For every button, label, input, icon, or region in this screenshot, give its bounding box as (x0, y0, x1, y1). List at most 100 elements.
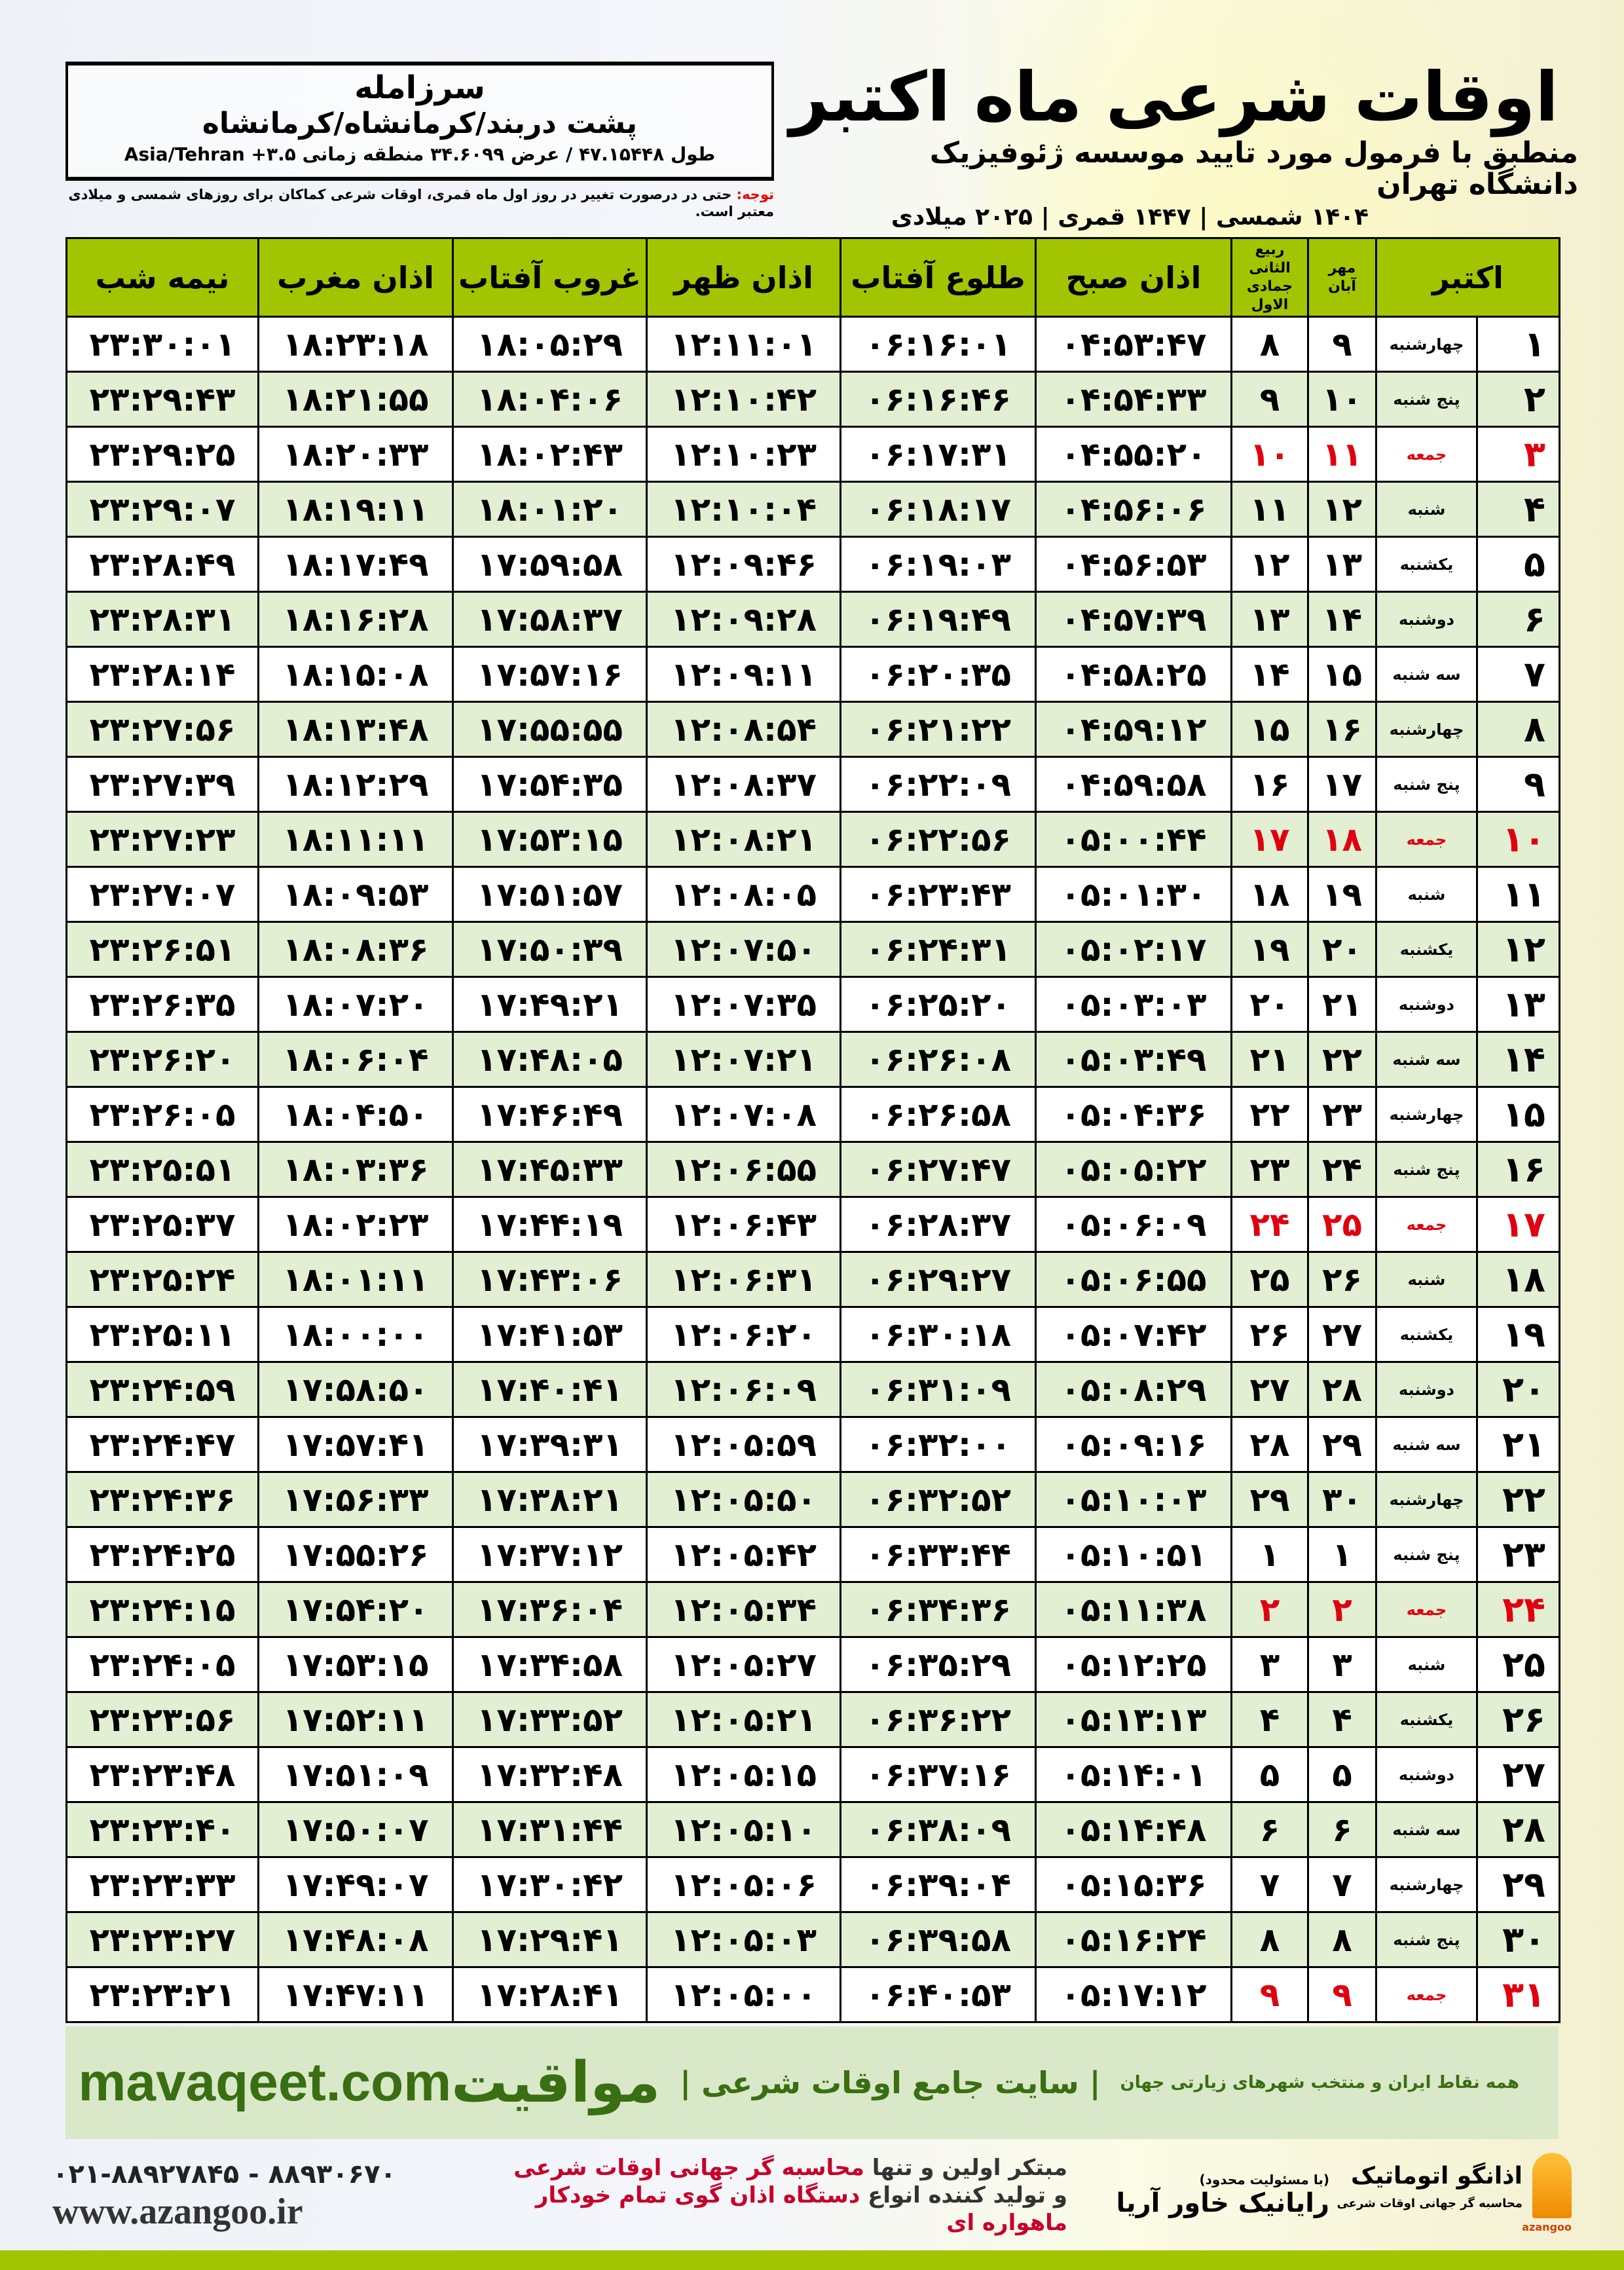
cell-solar-day: ۵ (1307, 1746, 1377, 1803)
cell-sunset: ۱۷:۳۸:۲۱ (452, 1471, 648, 1528)
cell-solar-day: ۲۱ (1307, 976, 1377, 1033)
site-link[interactable]: mavaqeet.com (78, 2053, 452, 2112)
cell-solar-day: ۹ (1307, 1966, 1377, 2023)
cell-solar-day: ۴ (1307, 1691, 1377, 1748)
cell-dhuhr: ۱۲:۱۰:۰۴ (646, 481, 841, 538)
cell-weekday: یکشنبه (1375, 1691, 1479, 1748)
cell-solar-day: ۲۳ (1307, 1086, 1377, 1143)
cell-solar-day: ۲۲ (1307, 1031, 1377, 1088)
cell-sunrise: ۰۶:۳۲:۵۲ (840, 1471, 1037, 1528)
cell-lunar-day: ۲۵ (1230, 1251, 1309, 1308)
cell-midnight: ۲۳:۲۵:۳۷ (65, 1196, 259, 1253)
cell-midnight: ۲۳:۲۷:۵۶ (65, 701, 259, 758)
table-row: ۲۶ یکشنبه ۴ ۴ ۰۵:۱۳:۱۳ ۰۶:۳۶:۲۲ ۱۲:۰۵:۲۱ ۱۷:۳۳:… (65, 1691, 1561, 1748)
cell-weekday: پنج شنبه (1375, 371, 1479, 428)
cell-fajr: ۰۵:۰۶:۰۹ (1035, 1196, 1232, 1253)
table-row: ۹ پنج شنبه ۱۷ ۱۶ ۰۴:۵۹:۵۸ ۰۶:۲۲:۰۹ ۱۲:۰۸:۳۷ ۱۷:… (65, 756, 1561, 813)
cell-maghrib: ۱۸:۱۹:۱۱ (257, 481, 454, 538)
azangoo-title: اذانگو اتوماتیک (1350, 2163, 1522, 2189)
mosque-dome-icon (1532, 2153, 1572, 2218)
cell-weekday: یکشنبه (1375, 536, 1479, 593)
cell-solar-day: ۶ (1307, 1801, 1377, 1858)
cell-solar-day: ۲۶ (1307, 1251, 1377, 1308)
cell-dhuhr: ۱۲:۰۵:۰۰ (646, 1966, 841, 2023)
cell-weekday: پنج شنبه (1375, 756, 1479, 813)
cell-sunset: ۱۷:۵۸:۳۷ (452, 591, 648, 648)
cell-day: ۳۱ (1476, 1966, 1561, 2023)
cell-dhuhr: ۱۲:۰۹:۴۶ (646, 536, 841, 593)
azangoo-link[interactable]: www.azangoo.ir (52, 2191, 303, 2232)
cell-sunrise: ۰۶:۲۲:۵۶ (840, 811, 1037, 868)
cell-midnight: ۲۳:۲۴:۰۵ (65, 1636, 259, 1693)
col-dhuhr: اذان ظهر (646, 237, 841, 318)
cell-maghrib: ۱۸:۲۰:۳۳ (257, 426, 454, 483)
cell-weekday: سه شنبه (1375, 1801, 1479, 1858)
col-lunar-bottom: جمادی الاول (1246, 278, 1293, 313)
cell-maghrib: ۱۷:۴۷:۱۱ (257, 1966, 454, 2023)
cell-lunar-day: ۲۶ (1230, 1306, 1309, 1363)
cell-solar-day: ۱۱ (1307, 426, 1377, 483)
cell-sunset: ۱۸:۰۲:۴۳ (452, 426, 648, 483)
cell-sunset: ۱۷:۳۳:۵۲ (452, 1691, 648, 1748)
cell-maghrib: ۱۷:۵۷:۴۱ (257, 1416, 454, 1473)
cell-fajr: ۰۵:۰۴:۳۶ (1035, 1086, 1232, 1143)
cell-lunar-day: ۱۱ (1230, 481, 1309, 538)
note-text: حتی در درصورت تغییر در روز اول ماه قمری،… (68, 187, 774, 219)
cell-fajr: ۰۴:۵۸:۲۵ (1035, 646, 1232, 703)
col-midnight: نیمه شب (65, 237, 259, 318)
cell-solar-day: ۲ (1307, 1581, 1377, 1638)
cell-day: ۱۵ (1476, 1086, 1561, 1143)
cell-sunset: ۱۸:۰۵:۲۹ (452, 316, 648, 373)
bottom-bar (0, 2250, 1624, 2270)
table-row: ۱۵ چهارشنبه ۲۳ ۲۲ ۰۵:۰۴:۳۶ ۰۶:۲۶:۵۸ ۱۲:۰۷:۰۸ ۱۷… (65, 1086, 1561, 1143)
table-row: ۱۱ شنبه ۱۹ ۱۸ ۰۵:۰۱:۳۰ ۰۶:۲۳:۴۳ ۱۲:۰۸:۰۵ ۱۷:۵۱:… (65, 866, 1561, 923)
phone-numbers: ۰۲۱-۸۸۹۲۷۸۴۵ - ۸۸۹۳۰۶۷۰ (52, 2159, 396, 2189)
rayanik-logo: (با مسئولیت محدود) رایانیک خاور آریا (1094, 2172, 1329, 2219)
cell-lunar-day: ۶ (1230, 1801, 1309, 1858)
cell-midnight: ۲۳:۲۹:۴۳ (65, 371, 259, 428)
cell-lunar-day: ۲۴ (1230, 1196, 1309, 1253)
cell-fajr: ۰۵:۱۴:۴۸ (1035, 1801, 1232, 1858)
cell-maghrib: ۱۷:۵۶:۳۳ (257, 1471, 454, 1528)
cell-fajr: ۰۴:۵۵:۲۰ (1035, 426, 1232, 483)
cell-midnight: ۲۳:۲۶:۳۵ (65, 976, 259, 1033)
cell-midnight: ۲۳:۲۸:۱۴ (65, 646, 259, 703)
sponsor-area: اذانگو اتوماتیک محاسبه گر جهانی اوقات شر… (0, 2143, 1624, 2248)
cell-midnight: ۲۳:۲۵:۲۴ (65, 1251, 259, 1308)
cell-dhuhr: ۱۲:۰۸:۰۵ (646, 866, 841, 923)
cell-weekday: شنبه (1375, 1251, 1479, 1308)
table-row: ۴ شنبه ۱۲ ۱۱ ۰۴:۵۶:۰۶ ۰۶:۱۸:۱۷ ۱۲:۱۰:۰۴ ۱۸:۰۱:۲… (65, 481, 1561, 538)
cell-fajr: ۰۵:۱۱:۳۸ (1035, 1581, 1232, 1638)
cell-lunar-day: ۹ (1230, 1966, 1309, 2023)
cell-sunrise: ۰۶:۳۷:۱۶ (840, 1746, 1037, 1803)
cell-sunset: ۱۷:۵۳:۱۵ (452, 811, 648, 868)
cell-day: ۲۷ (1476, 1746, 1561, 1803)
cell-fajr: ۰۵:۰۰:۴۴ (1035, 811, 1232, 868)
cell-weekday: جمعه (1375, 1196, 1479, 1253)
year-line: ۱۴۰۴ شمسی | ۱۴۴۷ قمری | ۲۰۲۵ میلادی (891, 204, 1369, 231)
cell-weekday: جمعه (1375, 1581, 1479, 1638)
cell-sunrise: ۰۶:۳۲:۰۰ (840, 1416, 1037, 1473)
table-row: ۲۷ دوشنبه ۵ ۵ ۰۵:۱۴:۰۱ ۰۶:۳۷:۱۶ ۱۲:۰۵:۱۵ ۱۷:۳۲:… (65, 1746, 1561, 1803)
cell-day: ۶ (1476, 591, 1561, 648)
cell-sunset: ۱۷:۴۹:۲۱ (452, 976, 648, 1033)
table-row: ۱۶ پنج شنبه ۲۴ ۲۳ ۰۵:۰۵:۲۲ ۰۶:۲۷:۴۷ ۱۲:۰۶:۵۵ ۱۷… (65, 1141, 1561, 1198)
cell-fajr: ۰۵:۱۳:۱۳ (1035, 1691, 1232, 1748)
table-row: ۱۰ جمعه ۱۸ ۱۷ ۰۵:۰۰:۴۴ ۰۶:۲۲:۵۶ ۱۲:۰۸:۲۱ ۱۷:۵۳:… (65, 811, 1561, 868)
cell-weekday: پنج شنبه (1375, 1141, 1479, 1198)
cell-maghrib: ۱۸:۲۳:۱۸ (257, 316, 454, 373)
location-path: پشت دربند/کرمانشاه/کرمانشاه (202, 107, 638, 140)
cell-midnight: ۲۳:۲۴:۳۶ (65, 1471, 259, 1528)
cell-lunar-day: ۸ (1230, 316, 1309, 373)
cell-sunset: ۱۸:۰۴:۰۶ (452, 371, 648, 428)
cell-solar-day: ۲۴ (1307, 1141, 1377, 1198)
location-box: سرزامله پشت دربند/کرمانشاه/کرمانشاه طول … (65, 62, 774, 181)
cell-day: ۱۹ (1476, 1306, 1561, 1363)
cell-lunar-day: ۸ (1230, 1911, 1309, 1968)
cell-day: ۳۰ (1476, 1911, 1561, 1968)
cell-sunrise: ۰۶:۳۱:۰۹ (840, 1361, 1037, 1418)
cell-solar-day: ۳ (1307, 1636, 1377, 1693)
table-row: ۱۲ یکشنبه ۲۰ ۱۹ ۰۵:۰۲:۱۷ ۰۶:۲۴:۳۱ ۱۲:۰۷:۵۰ ۱۷:۵… (65, 921, 1561, 978)
cell-day: ۱۲ (1476, 921, 1561, 978)
cell-lunar-day: ۲۰ (1230, 976, 1309, 1033)
